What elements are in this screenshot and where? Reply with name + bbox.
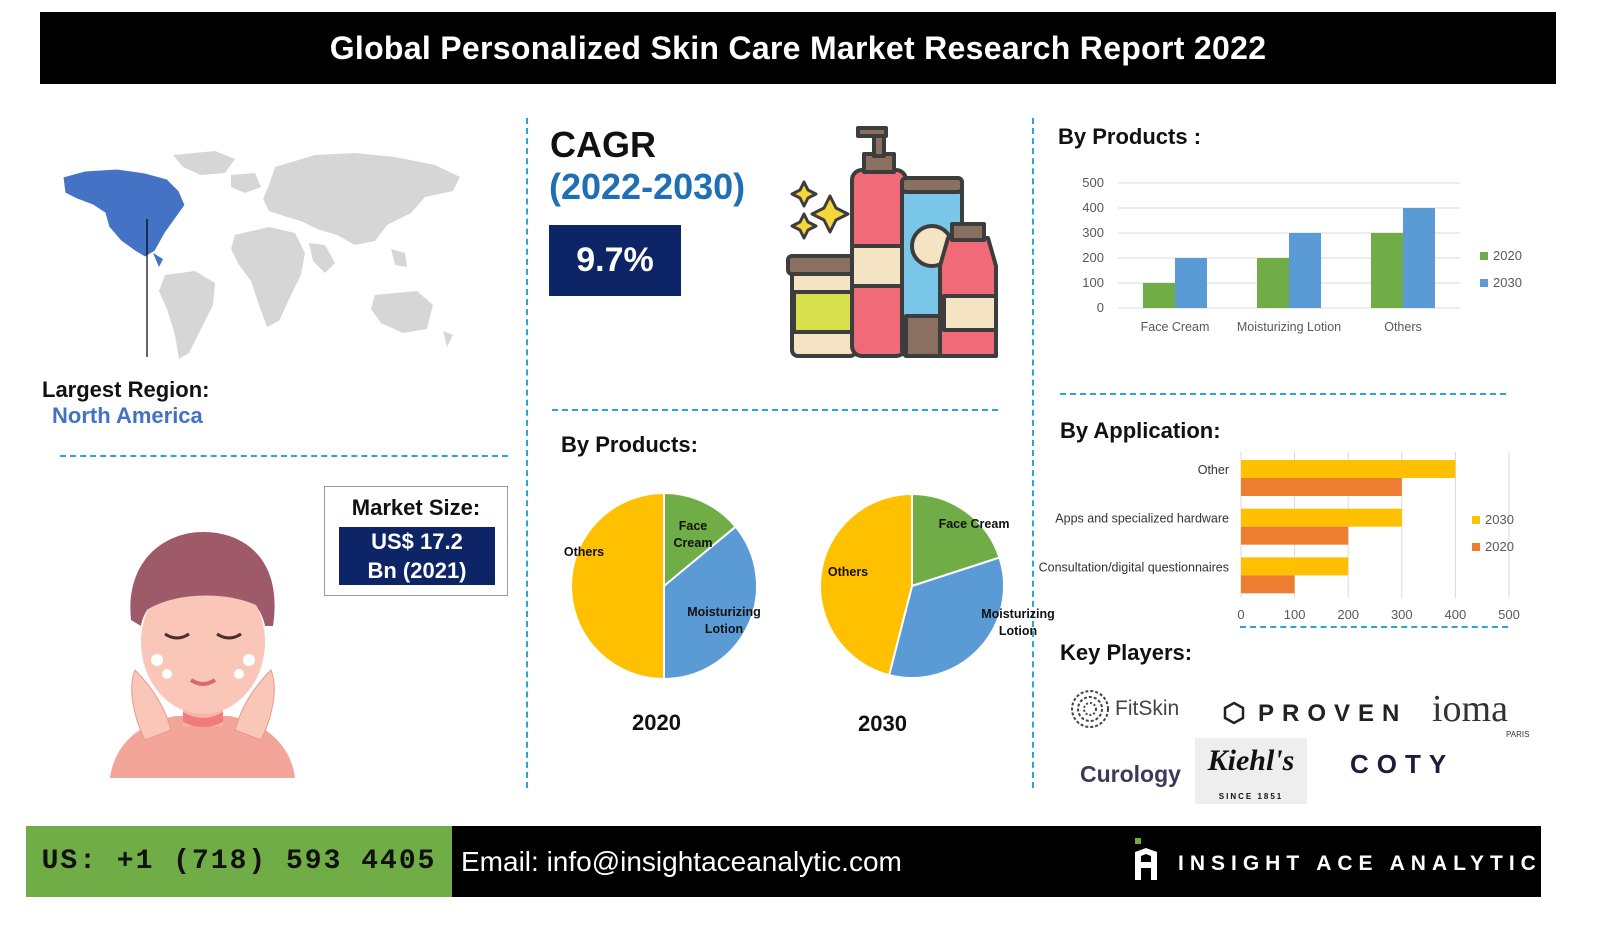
kiehls-logo: Kiehl's [1207, 744, 1295, 777]
pie-chart-2020: Face Cream Moisturizing Lotion Others [564, 491, 761, 681]
pie-chart-2030: Face Cream Moisturizing Lotion Others [819, 492, 1055, 679]
fitskin-logo: FitSkin [1115, 697, 1180, 720]
legend-swatch-2020 [1480, 252, 1488, 260]
divider-products [1060, 393, 1506, 395]
key-players-title: Key Players: [1060, 640, 1193, 665]
bar-apps-and-specialized-hardware-2030 [1241, 508, 1402, 527]
kiehls-logo-panel: Kiehl's SINCE 1851 [1195, 738, 1307, 804]
pie-label-moisturizing-lotion: Moisturizing Lotion [981, 607, 1055, 638]
legend-label: 2030 [1493, 275, 1522, 290]
x-tick-label: 200 [1337, 607, 1359, 622]
bar-moisturizing-lotion-2020 [1257, 258, 1289, 308]
divider-right [1032, 118, 1034, 788]
legend-swatch-2020 [1472, 543, 1480, 551]
bar-face-cream-2020 [1143, 283, 1175, 308]
bar-face-cream-2030 [1175, 258, 1207, 308]
cosmetics-illustration [786, 126, 998, 358]
x-tick-label: Others [1384, 320, 1422, 334]
pie-year-2020: 2020 [632, 710, 681, 735]
insight-ace-icon [1135, 838, 1157, 880]
bar-moisturizing-lotion-2030 [1289, 233, 1321, 308]
y-tick-label: 300 [1082, 225, 1104, 240]
bar-other-2030 [1241, 460, 1456, 478]
x-tick-label: 0 [1237, 607, 1244, 622]
cagr-years: (2022-2030) [549, 166, 746, 207]
pie-label-others: Others [564, 545, 604, 559]
x-tick-label: Moisturizing Lotion [1237, 320, 1341, 334]
divider-cagr [552, 409, 998, 411]
curology-logo: Curology [1080, 761, 1181, 787]
proven-logo: PROVEN [1258, 700, 1408, 727]
products-chart-title: By Products : [1058, 124, 1202, 149]
fitskin-icon [1071, 690, 1109, 728]
x-tick-label: 500 [1498, 607, 1520, 622]
kiehls-since: SINCE 1851 [1218, 792, 1284, 801]
coty-logo: COTY [1350, 749, 1455, 779]
legend-label: 2030 [1485, 512, 1514, 527]
y-tick-label: 200 [1082, 250, 1104, 265]
region-label: Largest Region: [42, 377, 210, 402]
pie-label-others: Others [828, 565, 868, 579]
bar-apps-and-specialized-hardware-2020 [1241, 526, 1349, 545]
application-chart-title: By Application: [1060, 418, 1221, 443]
application-bar-chart: 0 100 200 300 400 500 Other Apps and specialize… [1039, 452, 1520, 622]
pies-title: By Products: [561, 432, 698, 457]
pie-slice-others [819, 492, 913, 677]
ioma-logo: ioma [1432, 688, 1508, 730]
market-size-line1: US$ 17.2 [371, 529, 463, 554]
y-tick-label: Other [1198, 463, 1229, 477]
products-bar-chart: 0 100 200 300 400 500 Face Cream Moisturizing L… [1082, 175, 1522, 334]
legend-swatch-2030 [1472, 516, 1480, 524]
pie-label-moisturizing-lotion: Moisturizing Lotion [687, 605, 761, 636]
divider-region [60, 455, 508, 457]
cagr-label: CAGR [550, 124, 656, 165]
market-size-line2: Bn (2021) [367, 558, 467, 583]
y-tick-label: 400 [1082, 200, 1104, 215]
y-tick-label: Apps and specialized hardware [1055, 512, 1229, 526]
footer-bar [452, 826, 1541, 897]
legend-swatch-2030 [1480, 279, 1488, 287]
y-tick-label: 100 [1082, 275, 1104, 290]
ioma-paris: PARIS [1506, 730, 1530, 739]
bar-consultation-digital-questionnaires-2020 [1241, 575, 1295, 594]
world-map [62, 151, 460, 359]
bar-others-2030 [1403, 208, 1435, 308]
x-tick-label: 400 [1445, 607, 1467, 622]
face-illustration [110, 532, 295, 778]
pie-year-2030: 2030 [858, 711, 907, 736]
report-title: Global Personalized Skin Care Market Res… [40, 12, 1556, 84]
region-value: North America [52, 403, 203, 428]
legend-label: 2020 [1493, 248, 1522, 263]
x-tick-label: 300 [1391, 607, 1413, 622]
bar-others-2020 [1371, 233, 1403, 308]
bar-consultation-digital-questionnaires-2030 [1241, 557, 1349, 576]
y-tick-label: 500 [1082, 175, 1104, 190]
market-size-value: US$ 17.2 Bn (2021) [339, 527, 495, 585]
proven-icon [1223, 701, 1245, 725]
bar-other-2020 [1241, 478, 1402, 496]
divider-application [1240, 626, 1508, 628]
footer-brand: INSIGHT ACE ANALYTIC [1178, 852, 1542, 875]
market-size-label: Market Size: [351, 495, 481, 520]
footer-email: Email: info@insightaceanalytic.com [461, 846, 902, 877]
market-size-box: Market Size: US$ 17.2 Bn (2021) [324, 486, 508, 596]
pie-label-face-cream: Face Cream [674, 519, 713, 550]
x-tick-label: Face Cream [1141, 320, 1210, 334]
pie-slice-face-cream [663, 491, 738, 589]
y-tick-label: 0 [1097, 300, 1104, 315]
legend-label: 2020 [1485, 539, 1514, 554]
x-tick-label: 100 [1284, 607, 1306, 622]
y-tick-label: Consultation/digital questionnaires [1039, 560, 1229, 574]
pie-slice-others [570, 491, 665, 681]
pie-label-face-cream: Face Cream [939, 517, 1010, 531]
footer-phone: US: +1 (718) 593 4405 [26, 826, 452, 897]
divider-left [526, 118, 528, 788]
pie-slice-face-cream [911, 492, 1001, 588]
cagr-value: 9.7% [549, 225, 681, 296]
pie-slice-moisturizing-lotion [887, 556, 1005, 679]
pie-slice-moisturizing-lotion [663, 525, 758, 681]
